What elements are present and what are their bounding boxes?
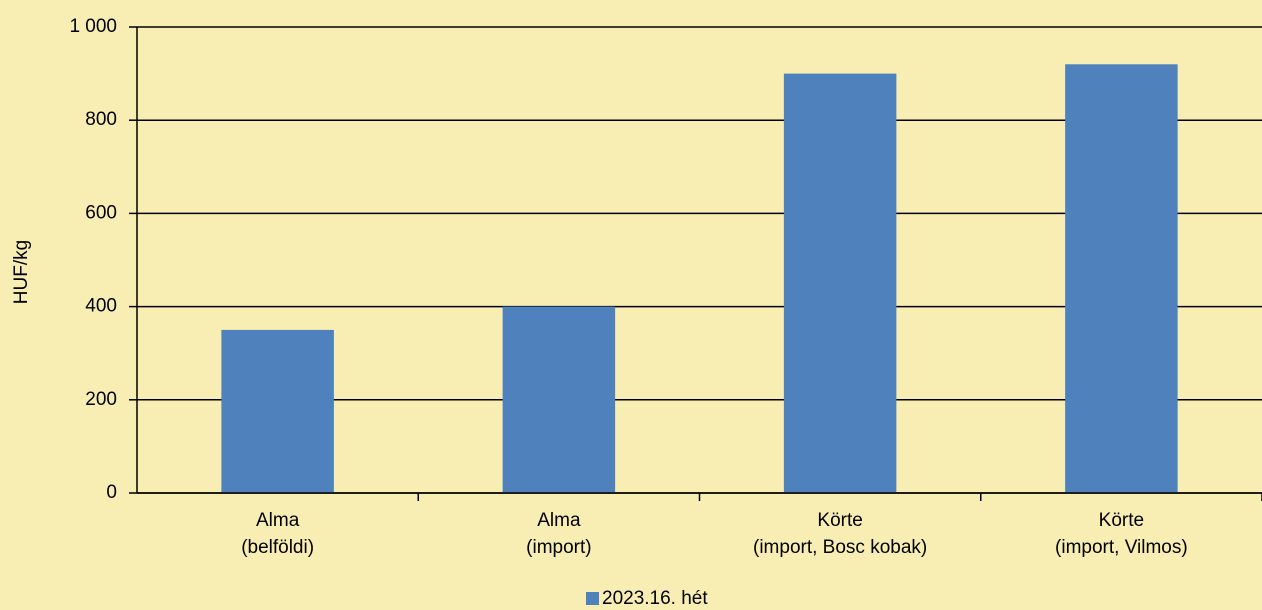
legend-swatch [586, 592, 599, 605]
x-tick-label: (import, Bosc kobak) [753, 537, 927, 558]
y-tick-label: 0 [106, 482, 117, 503]
y-tick-label: 1 000 [69, 16, 117, 37]
x-tick-label: (import, Vilmos) [1055, 537, 1188, 558]
bar [221, 329, 334, 493]
bar [783, 73, 897, 493]
x-tick-label: Alma [537, 510, 581, 531]
y-tick-label: 800 [85, 109, 117, 130]
y-axis-label: HUF/kg [11, 240, 32, 304]
y-tick-label: 600 [85, 202, 117, 223]
legend-label: 2023.16. hét [602, 588, 708, 609]
x-tick-label: Körte [1099, 510, 1144, 531]
x-tick-label: Körte [817, 510, 862, 531]
x-tick-label: (import) [526, 537, 591, 558]
y-tick-label: 400 [85, 296, 117, 317]
bar [502, 306, 616, 493]
y-tick-label: 200 [85, 389, 117, 410]
x-tick-label: Alma [256, 510, 300, 531]
legend: 2023.16. hét [586, 588, 708, 609]
bar [1065, 64, 1178, 493]
x-tick-label: (belföldi) [241, 537, 314, 558]
